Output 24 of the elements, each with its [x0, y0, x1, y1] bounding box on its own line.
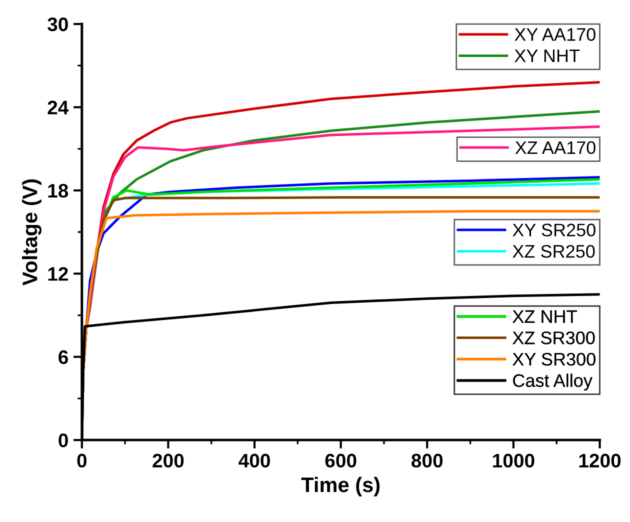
y-tick-label: 0 — [58, 434, 68, 448]
legend-label: XZ SR300 — [512, 332, 595, 344]
x-tick-label: 400 — [238, 454, 270, 468]
x-tick-label: 200 — [152, 454, 184, 468]
x-tick-label: 0 — [77, 454, 87, 468]
legend-label: Cast Alloy — [513, 374, 592, 391]
y-tick-label: 18 — [48, 184, 68, 198]
legend-label: XY NHT — [514, 50, 580, 62]
x-tick-label: 1000 — [493, 454, 534, 468]
y-tick-label: 6 — [58, 350, 68, 364]
legend-label: XZ NHT — [512, 310, 577, 323]
legend-label: XY SR300 — [512, 352, 596, 366]
y-tick-label: 12 — [48, 267, 68, 281]
x-tick-label: 800 — [412, 454, 443, 468]
x-tick-label: 600 — [325, 454, 356, 468]
legend-label: XY SR250 — [512, 224, 596, 236]
legend-label: XZ SR250 — [512, 244, 595, 258]
x-tick-label: 1200 — [579, 454, 621, 468]
y-tick-label: 30 — [48, 17, 68, 32]
x-axis-title: Time (s) — [301, 476, 380, 496]
legend-label: XZ AA170 — [515, 141, 596, 154]
y-tick-label: 24 — [48, 100, 69, 114]
legend-label: XY AA170 — [514, 28, 596, 41]
y-axis-title: Voltage (V) — [22, 179, 42, 286]
